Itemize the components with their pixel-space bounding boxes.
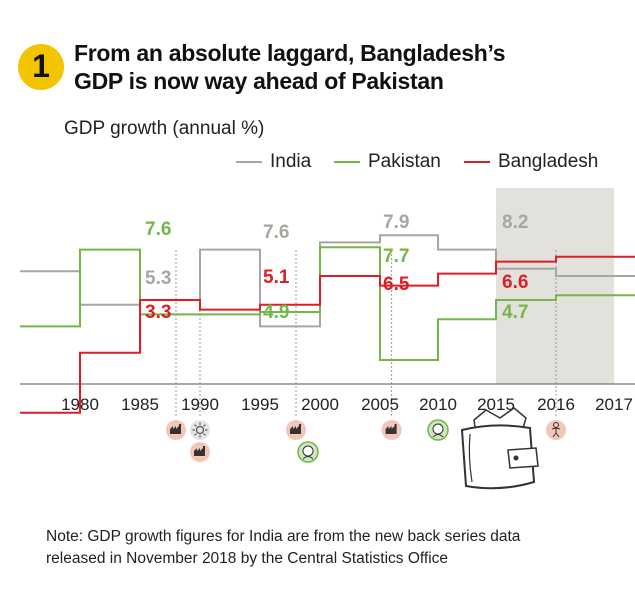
sun-icon (190, 420, 210, 440)
wallet-clasp (507, 447, 539, 469)
data-label-pakistan-1985: 7.6 (145, 219, 171, 240)
data-label-bangladesh-2015: 6.6 (502, 272, 528, 293)
legend-india-label: India (270, 151, 312, 172)
face-shoulders (302, 456, 314, 460)
factory-icon (381, 420, 402, 440)
data-label-india-2005: 7.9 (383, 212, 409, 233)
data-label-pakistan-1995: 4.9 (263, 302, 289, 323)
legend-pakistan-label: Pakistan (368, 151, 441, 172)
face-shoulders (432, 434, 444, 438)
legend-bangladesh-label: Bangladesh (498, 151, 599, 172)
factory-chimney (203, 446, 205, 456)
sun-ray (203, 433, 206, 436)
factory-shape (194, 448, 203, 456)
person-icon (546, 420, 566, 440)
legend-india: India (236, 150, 311, 174)
chart-title: From an absolute laggard, Bangladesh’s G… (74, 39, 594, 95)
legend-bangladesh: Bangladesh (464, 150, 598, 174)
chart-note: Note: GDP growth figures for India are f… (46, 526, 616, 570)
chart-title-line-1: From an absolute laggard, Bangladesh’s (74, 40, 506, 66)
x-tick-label-2005: 2005 (361, 395, 399, 414)
figure-number: 1 (32, 48, 50, 84)
data-label-india-1985: 5.3 (145, 268, 171, 289)
chart-title-line-2: GDP is now way ahead of Pakistan (74, 68, 444, 94)
data-label-bangladesh-1995: 5.1 (263, 267, 290, 288)
legend-pakistan-swatch (334, 161, 360, 163)
y-axis-label: GDP growth (annual %) (64, 118, 265, 139)
series-line-bangladesh (20, 255, 635, 414)
face-head (432, 423, 444, 435)
legend-bangladesh-swatch (464, 161, 490, 163)
wallet-fold (468, 433, 473, 483)
figure-number-badge: 1 (18, 44, 64, 90)
factory-chimney (394, 424, 397, 434)
x-tick-label-2015: 2015 (477, 395, 515, 414)
factory-shape (290, 426, 299, 434)
factory-shape (385, 426, 395, 434)
leader-portrait-icon (297, 441, 319, 463)
face-head (302, 445, 314, 457)
factory-icon (190, 442, 210, 462)
data-label-india-2015: 8.2 (502, 212, 528, 233)
wallet-body (460, 424, 536, 490)
factory-icon (286, 420, 306, 440)
x-tick-label-2016: 2016 (537, 395, 575, 414)
chart-note-line-2: released in November 2018 by the Central… (46, 550, 449, 567)
sun-ray (203, 424, 206, 427)
x-tick-label-1980: 1980 (61, 395, 99, 414)
x-tick-label-2000: 2000 (301, 395, 339, 414)
data-label-india-1995: 7.6 (263, 222, 289, 243)
chart-note-line-1: Note: GDP growth figures for India are f… (46, 528, 521, 545)
x-tick-label-1985: 1985 (121, 395, 159, 414)
legend-india-swatch (236, 161, 262, 163)
sun-ray (194, 424, 197, 427)
sun-core (195, 425, 205, 435)
data-label-pakistan-2015: 4.7 (502, 302, 528, 323)
legend-pakistan: Pakistan (334, 150, 441, 174)
data-label-bangladesh-1985: 3.3 (145, 302, 171, 323)
data-label-bangladesh-2005: 6.5 (383, 274, 410, 295)
wallet-button (513, 455, 519, 461)
highlight-band-2015-2017 (496, 188, 614, 384)
x-tick-label-1995: 1995 (241, 395, 279, 414)
x-tick-label-2017: 2017 (595, 395, 633, 414)
wallet-icon (460, 407, 539, 490)
data-label-pakistan-2005: 7.7 (383, 246, 409, 267)
factory-chimney (299, 424, 301, 434)
factory-chimney (179, 424, 181, 434)
x-tick-label-2010: 2010 (419, 395, 457, 414)
gdp-growth-chart: 5.3 7.6 7.9 8.2 7.6 4.9 7.7 4.7 3.3 5.1 6.5 6.6 198… (20, 188, 635, 490)
person-body (551, 427, 561, 438)
x-tick-label-1990: 1990 (181, 395, 219, 414)
leader-portrait-icon (427, 419, 449, 441)
sun-ray (194, 433, 197, 436)
factory-shape (170, 426, 179, 434)
factory-icon (166, 420, 186, 440)
series-line-pakistan (20, 246, 635, 361)
